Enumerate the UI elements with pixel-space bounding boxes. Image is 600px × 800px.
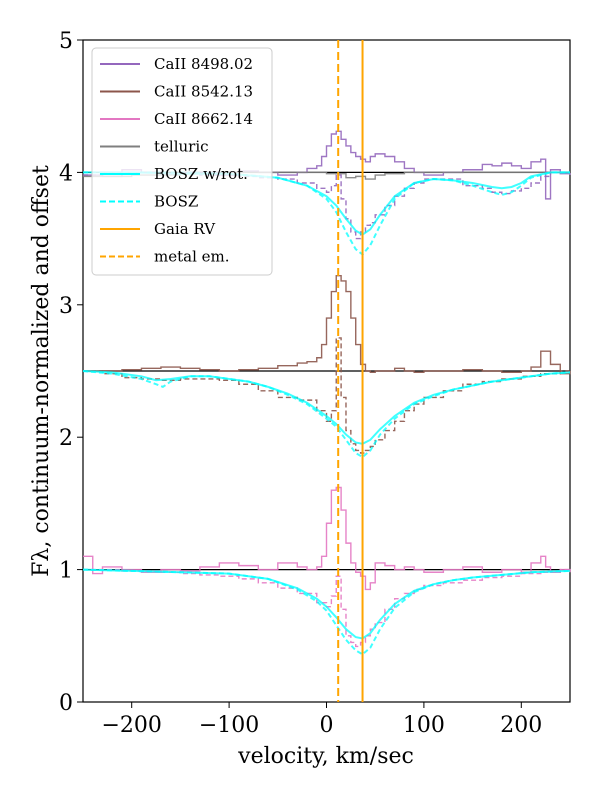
vertical-lines bbox=[337, 40, 364, 702]
series-caii-8662-14-dashed bbox=[83, 568, 570, 648]
y-tick-label: 2 bbox=[59, 426, 73, 451]
legend-label: CaII 8662.14 bbox=[154, 110, 253, 128]
y-axis-label: Fλ, continuum-normalized and offset bbox=[29, 165, 54, 577]
legend-label: Gaia RV bbox=[154, 220, 216, 238]
x-tick-label: −200 bbox=[101, 713, 161, 738]
series-bosz-w-rot-8662 bbox=[82, 568, 571, 640]
y-tick-label: 4 bbox=[59, 161, 73, 186]
y-tick-label: 5 bbox=[59, 29, 73, 54]
legend-label: telluric bbox=[154, 138, 209, 156]
series-bosz bbox=[83, 171, 570, 256]
series-caii-8542-13-dashed bbox=[83, 337, 570, 454]
series-caii-8662-14 bbox=[83, 486, 571, 591]
series-caii-8542-13 bbox=[83, 274, 571, 375]
x-tick-label: 0 bbox=[320, 713, 334, 738]
x-axis-label: velocity, km/sec bbox=[237, 744, 414, 769]
series-bosz-8662 bbox=[82, 568, 571, 656]
x-tick-label: 200 bbox=[500, 713, 542, 738]
legend-label: BOSZ w/rot. bbox=[154, 165, 248, 183]
y-tick-label: 1 bbox=[59, 559, 73, 584]
series-bosz-w-rot-8542 bbox=[82, 370, 571, 445]
legend-box bbox=[91, 47, 273, 276]
x-axis: −200 −100 0 100 200 bbox=[101, 702, 542, 738]
x-tick-label: 100 bbox=[403, 713, 445, 738]
y-tick-label: 3 bbox=[59, 294, 73, 319]
y-tick-label: 0 bbox=[59, 691, 73, 716]
legend-label: metal em. bbox=[154, 248, 230, 266]
x-tick-label: −100 bbox=[199, 713, 259, 738]
legend-label: CaII 8498.02 bbox=[154, 55, 253, 73]
series-caii-8498-02-dashed bbox=[83, 171, 570, 240]
y-axis: 0 1 2 3 4 5 bbox=[59, 29, 83, 716]
legend-label: CaII 8542.13 bbox=[154, 83, 253, 101]
series-bosz-8542 bbox=[82, 370, 571, 459]
legend: CaII 8498.02 CaII 8542.13 CaII 8662.14 tell… bbox=[91, 47, 273, 276]
legend-label: BOSZ bbox=[154, 193, 198, 211]
